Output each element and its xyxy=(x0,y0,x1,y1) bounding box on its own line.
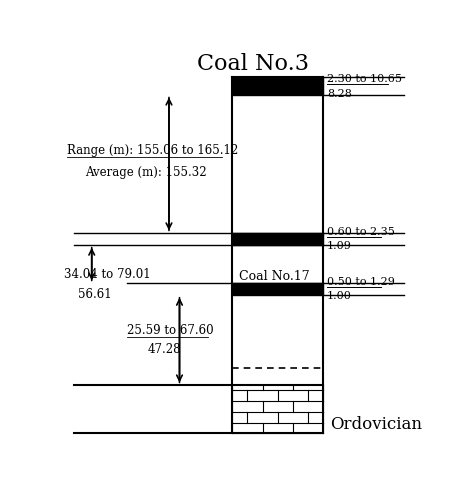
Text: 0.60 to 2.35: 0.60 to 2.35 xyxy=(327,227,395,237)
Text: Ordovician: Ordovician xyxy=(331,416,423,434)
Text: 34.04 to 79.01: 34.04 to 79.01 xyxy=(63,268,150,281)
Text: Coal No.17: Coal No.17 xyxy=(239,270,309,282)
Text: Range (m): 155.06 to 165.12: Range (m): 155.06 to 165.12 xyxy=(67,144,238,157)
Text: 0.50 to 1.29: 0.50 to 1.29 xyxy=(327,277,395,287)
Text: 47.28: 47.28 xyxy=(148,343,181,356)
Text: 2.30 to 10.65: 2.30 to 10.65 xyxy=(327,74,402,84)
Text: 56.61: 56.61 xyxy=(78,288,111,301)
Text: Coal No.3: Coal No.3 xyxy=(197,54,309,76)
Text: 1.09: 1.09 xyxy=(327,241,352,251)
Text: 1.00: 1.00 xyxy=(327,291,352,301)
Text: 25.59 to 67.60: 25.59 to 67.60 xyxy=(127,324,213,337)
Text: Average (m): 155.32: Average (m): 155.32 xyxy=(85,166,206,179)
Text: Coal No.16: Coal No.16 xyxy=(242,232,313,245)
Text: 8.28: 8.28 xyxy=(327,89,352,99)
